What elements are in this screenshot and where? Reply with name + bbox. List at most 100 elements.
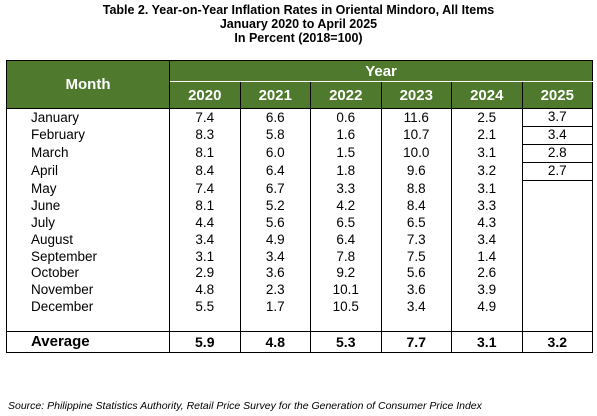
- value-cell-2024: 4.3: [451, 214, 523, 232]
- month-cell: July: [6, 214, 170, 232]
- month-cell: January: [6, 108, 170, 127]
- spacer-cell: [169, 315, 241, 332]
- value-cell-2020: 8.3: [169, 126, 241, 145]
- table-row: November 4.8 2.3 10.1 3.6 3.9: [6, 281, 594, 299]
- average-cell-2025: 3.2: [521, 330, 594, 353]
- value-cell-2023: 3.6: [380, 281, 452, 299]
- value-cell-2020: 4.4: [169, 214, 241, 232]
- value-cell-2025: [521, 214, 594, 232]
- value-cell-2025: 3.7: [521, 108, 594, 127]
- value-cell-2023: 7.3: [380, 231, 452, 249]
- value-cell-2020: 2.9: [169, 265, 241, 282]
- value-cell-2020: 8.4: [169, 162, 241, 181]
- value-cell-2025: [521, 298, 594, 316]
- value-cell-2022: 9.2: [310, 265, 382, 282]
- average-cell-2020: 5.9: [169, 330, 241, 353]
- average-cell-2023: 7.7: [380, 330, 452, 353]
- spacer-cell: [521, 315, 594, 332]
- value-cell-2021: 6.0: [239, 144, 311, 163]
- year-header-2022: 2022: [310, 81, 382, 109]
- value-cell-2024: 2.6: [451, 265, 523, 282]
- table-title: Table 2. Year-on-Year Inflation Rates in…: [102, 3, 495, 17]
- value-cell-2025: [521, 248, 594, 266]
- value-cell-2023: 3.4: [380, 298, 452, 316]
- month-cell: February: [6, 126, 170, 145]
- value-cell-2024: 3.2: [451, 162, 523, 181]
- year-header-2025: 2025: [521, 81, 594, 109]
- month-cell: June: [6, 197, 170, 215]
- value-cell-2021: 4.9: [239, 231, 311, 249]
- value-cell-2022: 1.5: [310, 144, 382, 163]
- value-cell-2022: 6.4: [310, 231, 382, 249]
- value-cell-2023: 10.7: [380, 126, 452, 145]
- value-cell-2021: 5.6: [239, 214, 311, 232]
- value-cell-2020: 7.4: [169, 108, 241, 127]
- value-cell-2025: [521, 281, 594, 299]
- table-row: May 7.4 6.7 3.3 8.8 3.1: [6, 180, 594, 198]
- value-cell-2024: 3.1: [451, 144, 523, 163]
- year-header-2020: 2020: [169, 81, 241, 109]
- source-note: Source: Philippine Statistics Authority,…: [8, 400, 482, 412]
- value-cell-2020: 5.5: [169, 298, 241, 316]
- year-header-2021: 2021: [239, 81, 311, 109]
- value-cell-2023: 7.5: [380, 248, 452, 266]
- table-row: July 4.4 5.6 6.5 6.5 4.3: [6, 214, 594, 232]
- value-cell-2020: 4.8: [169, 281, 241, 299]
- average-label: Average: [6, 330, 170, 353]
- value-cell-2020: 3.4: [169, 231, 241, 249]
- table-row: February 8.3 5.8 1.6 10.7 2.1 3.4: [6, 126, 594, 145]
- value-cell-2022: 6.5: [310, 214, 382, 232]
- month-cell: May: [6, 180, 170, 198]
- value-cell-2022: 10.5: [310, 298, 382, 316]
- value-cell-2025: [521, 231, 594, 249]
- table-row: August 3.4 4.9 6.4 7.3 3.4: [6, 231, 594, 249]
- spacer-cell: [310, 315, 382, 332]
- value-cell-2023: 10.0: [380, 144, 452, 163]
- value-cell-2021: 3.6: [239, 265, 311, 282]
- value-cell-2021: 2.3: [239, 281, 311, 299]
- value-cell-2021: 6.4: [239, 162, 311, 181]
- spacer-row: [6, 315, 594, 332]
- table-row: March 8.1 6.0 1.5 10.0 3.1 2.8: [6, 144, 594, 163]
- table-date-range: January 2020 to April 2025: [219, 17, 378, 31]
- value-cell-2024: 1.4: [451, 248, 523, 266]
- month-cell: March: [6, 144, 170, 163]
- month-cell: November: [6, 281, 170, 299]
- value-cell-2022: 1.8: [310, 162, 382, 181]
- month-cell: December: [6, 298, 170, 316]
- month-cell: August: [6, 231, 170, 249]
- value-cell-2022: 1.6: [310, 126, 382, 145]
- month-cell: October: [6, 265, 170, 282]
- table-unit-note: In Percent (2018=100): [234, 31, 363, 45]
- year-header-2024: 2024: [451, 81, 523, 109]
- table-body: January 7.4 6.6 0.6 11.6 2.5 3.7 February 8.3 5.8…: [6, 108, 594, 353]
- value-cell-2025: 3.4: [521, 126, 594, 145]
- value-cell-2024: 2.5: [451, 108, 523, 127]
- value-cell-2020: 8.1: [169, 144, 241, 163]
- value-cell-2023: 5.6: [380, 265, 452, 282]
- value-cell-2024: 3.4: [451, 231, 523, 249]
- value-cell-2021: 6.7: [239, 180, 311, 198]
- value-cell-2025: 2.8: [521, 144, 594, 163]
- value-cell-2025: [521, 197, 594, 215]
- value-cell-2021: 6.6: [239, 108, 311, 127]
- spacer-cell: [380, 315, 452, 332]
- value-cell-2024: 4.9: [451, 298, 523, 316]
- value-cell-2020: 8.1: [169, 197, 241, 215]
- month-column-header: Month: [6, 60, 170, 109]
- table-row: June 8.1 5.2 4.2 8.4 3.3: [6, 197, 594, 215]
- value-cell-2021: 3.4: [239, 248, 311, 266]
- value-cell-2022: 0.6: [310, 108, 382, 127]
- spacer-cell: [6, 315, 170, 332]
- table-row: October 2.9 3.6 9.2 5.6 2.6: [6, 265, 594, 282]
- year-header-2023: 2023: [380, 81, 452, 109]
- value-cell-2024: 3.3: [451, 197, 523, 215]
- value-cell-2023: 11.6: [380, 108, 452, 127]
- table-row: January 7.4 6.6 0.6 11.6 2.5 3.7: [6, 108, 594, 127]
- value-cell-2020: 7.4: [169, 180, 241, 198]
- table-row: April 8.4 6.4 1.8 9.6 3.2 2.7: [6, 162, 594, 181]
- value-cell-2024: 3.9: [451, 281, 523, 299]
- value-cell-2020: 3.1: [169, 248, 241, 266]
- table-row: September 3.1 3.4 7.8 7.5 1.4: [6, 248, 594, 266]
- value-cell-2025: [521, 265, 594, 282]
